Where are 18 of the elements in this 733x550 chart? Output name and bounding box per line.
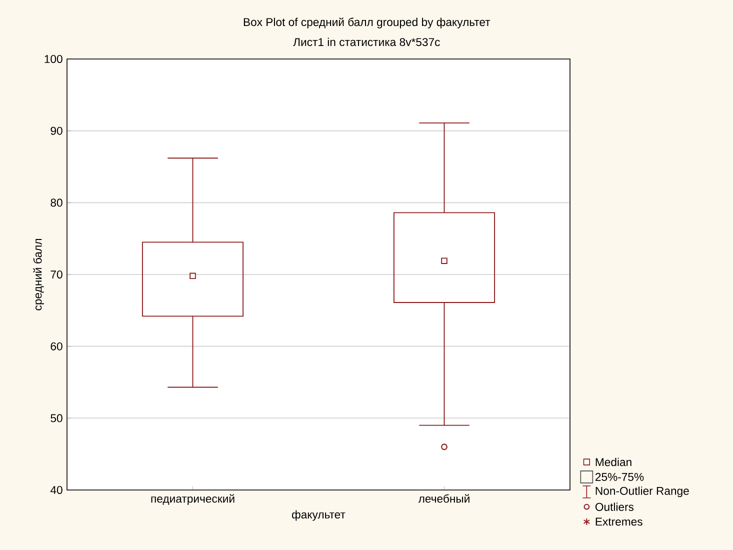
chart-subtitle: Лист1 in статистика 8v*537c (293, 38, 440, 46)
y-axis-title: средний балл (33, 239, 44, 310)
y-tick-label: 90 (50, 126, 62, 135)
y-tick-label: 70 (50, 270, 62, 278)
text: Median (596, 458, 632, 466)
text: Non-Outlier Range (596, 486, 689, 498)
text: Extremes (596, 518, 642, 526)
y-tick-label: 100 (44, 54, 62, 64)
y-tick-label: 60 (50, 342, 62, 350)
y-tick-label: 80 (50, 198, 62, 207)
x-tick-label: педиатрический (151, 494, 234, 505)
text: 25%-75% (595, 472, 644, 481)
y-tick-label: 50 (50, 414, 62, 422)
x-axis-title: факультет (292, 510, 346, 521)
text: Outliers (595, 502, 634, 511)
y-tick-label: 40 (50, 486, 62, 494)
x-tick-label: лечебный (418, 494, 470, 503)
chart-title: Box Plot of средний балл grouped by факультет (244, 18, 490, 28)
